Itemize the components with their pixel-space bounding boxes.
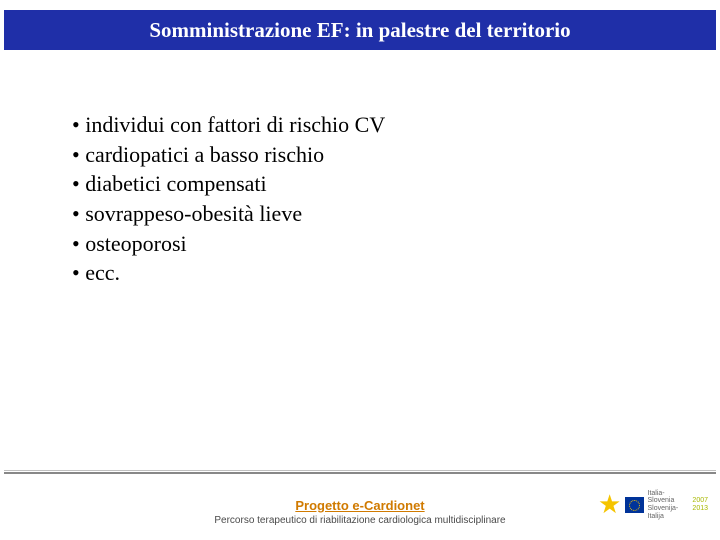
program-years: 2007 2013 [692,497,708,512]
footer-divider [4,470,716,474]
sponsor-logos: ★ Italia-Slovenia Slovenija-Italija 2007… [598,482,708,528]
eu-flag-icon [625,497,643,513]
bullet-text: cardiopatici a basso rischio [85,142,324,167]
slide-title: Somministrazione EF: in palestre del ter… [149,18,570,43]
program-line2: Slovenija-Italija [648,505,687,520]
bullet-item: • ecc. [72,258,680,288]
bullet-item: • cardiopatici a basso rischio [72,140,680,170]
bullet-text: sovrappeso-obesità lieve [85,201,302,226]
program-year-end: 2013 [692,505,708,513]
bullet-text: individui con fattori di rischio CV [85,112,385,137]
bullet-item: • individui con fattori di rischio CV [72,110,680,140]
bullet-item: • osteoporosi [72,229,680,259]
bullet-text: ecc. [85,260,120,285]
title-bar: Somministrazione EF: in palestre del ter… [4,10,716,50]
star-icon: ★ [598,492,621,518]
bullet-item: • sovrappeso-obesità lieve [72,199,680,229]
bullet-item: • diabetici compensati [72,169,680,199]
bullet-text: diabetici compensati [85,171,266,196]
program-name: Italia-Slovenia Slovenija-Italija [648,490,687,521]
program-year-start: 2007 [692,497,708,505]
bullet-list: • individui con fattori di rischio CV • … [72,110,680,288]
program-line1: Italia-Slovenia [648,490,687,505]
bullet-text: osteoporosi [85,231,186,256]
